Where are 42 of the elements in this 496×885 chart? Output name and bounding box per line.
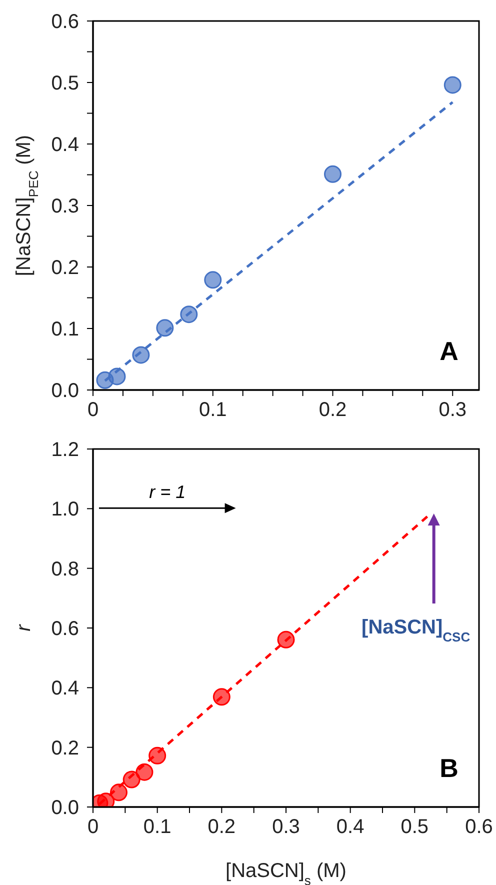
point [204, 271, 222, 289]
y-tick-label: 0.2 [51, 737, 79, 760]
x-tick-label: 0.3 [438, 399, 467, 421]
x-tick-label: 0 [87, 399, 99, 421]
y-tick-label: 0.6 [51, 618, 79, 640]
annotation: [NaSCN]$_{CSC}$ [362, 616, 471, 644]
point [180, 306, 198, 324]
point [156, 319, 174, 337]
y-tick-label: 0.6 [51, 11, 79, 33]
point [444, 76, 462, 94]
x-tick-label: 0.2 [318, 399, 347, 421]
y-tick-label: 1.0 [51, 498, 79, 521]
annotation: A [440, 336, 459, 366]
y-tick-label: 0.4 [51, 134, 79, 156]
annotation: B [440, 753, 458, 783]
point [136, 763, 154, 781]
annotation: r = 1 [149, 482, 186, 502]
point [277, 630, 295, 648]
y-tick-label: 0.4 [51, 678, 79, 700]
y-tick-label: 0.5 [51, 72, 79, 94]
point [132, 346, 150, 364]
x-tick-label: 0.6 [465, 816, 493, 838]
point [212, 688, 230, 706]
y-tick-label: 0.2 [51, 257, 79, 279]
point [108, 368, 126, 386]
y-tick-label: 0.0 [51, 380, 79, 402]
y-tick-label: 0.0 [51, 797, 79, 819]
x-tick-label: 0.4 [336, 816, 364, 838]
x-tick-label: 0.1 [143, 816, 172, 838]
y-tick-label: 0.1 [51, 318, 79, 340]
x-tick-label: 0.3 [272, 816, 300, 838]
y-axis-title: r [13, 623, 35, 632]
x-tick-label: 0 [87, 816, 99, 838]
y-tick-label: 0.3 [51, 196, 79, 218]
x-tick-label: 0.5 [400, 816, 429, 838]
point [324, 165, 342, 183]
point [110, 784, 128, 802]
y-tick-label: 1.2 [51, 439, 79, 461]
x-axis-title: [NaSCN]$_{s}$ (M) [226, 860, 346, 885]
x-tick-label: 0.1 [198, 399, 227, 421]
y-tick-label: 0.8 [51, 558, 79, 580]
x-tick-label: 0.2 [208, 816, 236, 838]
